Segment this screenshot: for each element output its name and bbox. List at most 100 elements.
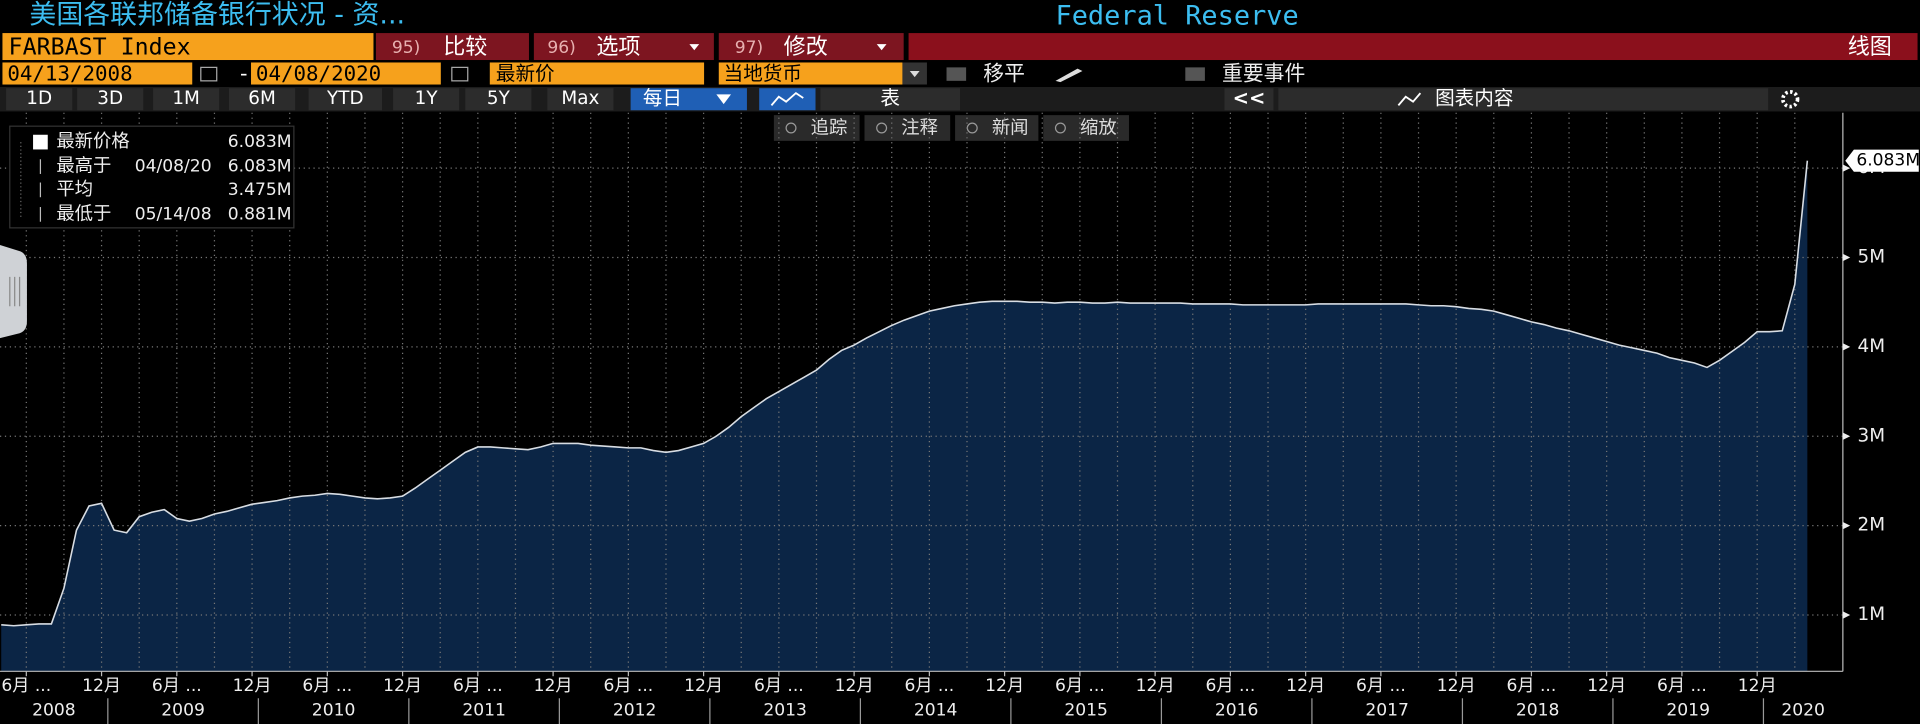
currency-box[interactable] bbox=[718, 62, 903, 85]
year-label: 2011 bbox=[462, 701, 506, 721]
end-date-box[interactable] bbox=[251, 62, 441, 85]
legend-value: 3.475M bbox=[228, 180, 292, 200]
tool-button[interactable] bbox=[955, 115, 1039, 141]
field-box[interactable] bbox=[489, 62, 705, 85]
x-tick-label: 12月 bbox=[534, 676, 573, 696]
x-tick-label: 6月 ... bbox=[1356, 676, 1406, 696]
period-label: Max bbox=[561, 88, 599, 109]
button-label: 比较 bbox=[443, 35, 487, 60]
content-icon bbox=[1397, 92, 1422, 106]
source: Federal Reserve bbox=[1056, 1, 1299, 32]
checkbox[interactable] bbox=[946, 67, 967, 81]
content-button[interactable] bbox=[1278, 88, 1769, 111]
line-chart-button[interactable] bbox=[759, 88, 816, 111]
x-tick-label: 12月 bbox=[82, 676, 121, 696]
chart-type[interactable]: 线图 bbox=[1848, 35, 1892, 60]
table-button[interactable] bbox=[820, 88, 960, 111]
period-button[interactable] bbox=[465, 88, 532, 111]
button-compare[interactable]: 95) 比较 bbox=[375, 33, 529, 61]
x-tick-label: 12月 bbox=[1286, 676, 1325, 696]
y-tick-label: 4M bbox=[1858, 336, 1886, 357]
period-label: 1D bbox=[26, 88, 52, 109]
start-date: 04/13/2008 bbox=[7, 62, 132, 86]
x-tick-label: 6月 ... bbox=[1507, 676, 1557, 696]
last-value-tag bbox=[1845, 149, 1919, 172]
calendar-icon[interactable] bbox=[451, 66, 469, 82]
dropdown-arrow bbox=[716, 94, 732, 105]
button-modify[interactable]: 97) 修改 bbox=[718, 33, 904, 61]
period-button[interactable] bbox=[228, 88, 296, 111]
y-tick bbox=[1842, 432, 1851, 440]
button-options[interactable]: 96) 选项 bbox=[533, 33, 714, 61]
button-label: 修改 bbox=[784, 35, 828, 60]
x-tick-label: 6月 ... bbox=[904, 676, 954, 696]
side-tab[interactable] bbox=[0, 245, 27, 339]
x-tick-label: 12月 bbox=[1587, 676, 1626, 696]
x-tick-label: 12月 bbox=[383, 676, 422, 696]
legend-box bbox=[9, 125, 295, 229]
dropdown-arrow bbox=[909, 71, 920, 78]
period-button[interactable] bbox=[77, 88, 144, 111]
legend-label: 平均 bbox=[56, 179, 93, 200]
button-bg bbox=[533, 33, 714, 61]
tool-label: 追踪 bbox=[811, 118, 848, 139]
period-button[interactable] bbox=[6, 88, 73, 111]
collapse-button[interactable] bbox=[1224, 88, 1274, 111]
period-label: 5Y bbox=[487, 88, 511, 109]
last-value-label: 6.083M bbox=[1856, 151, 1920, 171]
y-tick bbox=[1842, 343, 1851, 351]
tool-icon bbox=[876, 122, 888, 134]
line bbox=[1, 160, 1809, 627]
option-label: 移平 bbox=[983, 62, 1025, 86]
button-bg bbox=[718, 33, 904, 61]
legend-value: 6.083M bbox=[228, 132, 292, 152]
end-date: 04/08/2020 bbox=[256, 62, 381, 86]
x-tick-label: 12月 bbox=[233, 676, 272, 696]
y-tick bbox=[1842, 521, 1851, 530]
settings-icon[interactable] bbox=[1781, 90, 1800, 109]
ticker: FARBAST Index bbox=[9, 33, 191, 60]
tool-button[interactable] bbox=[1043, 115, 1129, 141]
checkbox[interactable] bbox=[1185, 67, 1205, 81]
x-tick-label: 6月 ... bbox=[1, 676, 51, 696]
calendar-icon[interactable] bbox=[200, 66, 218, 82]
frequency-box[interactable] bbox=[630, 88, 747, 111]
year-label: 2020 bbox=[1781, 701, 1825, 721]
page-title: 美国各联邦储备银行状况 - 资... bbox=[29, 0, 405, 30]
period-button[interactable] bbox=[308, 88, 383, 111]
content-label: 图表内容 bbox=[1435, 87, 1513, 110]
period-button[interactable] bbox=[153, 88, 220, 111]
year-label: 2010 bbox=[312, 701, 356, 721]
x-tick-label: 6月 ... bbox=[1657, 676, 1707, 696]
x-tick-label: 6月 ... bbox=[603, 676, 653, 696]
x-tick-label: 12月 bbox=[1437, 676, 1476, 696]
option-label: 重要事件 bbox=[1222, 62, 1305, 86]
start-date-box[interactable] bbox=[2, 62, 193, 85]
x-tick-label: 12月 bbox=[835, 676, 874, 696]
tool-label: 缩放 bbox=[1080, 118, 1117, 139]
chart-type-bar bbox=[908, 33, 1918, 61]
x-tick-label: 12月 bbox=[1738, 676, 1777, 696]
year-label: 2015 bbox=[1064, 701, 1108, 721]
area bbox=[1, 160, 1808, 672]
period-button[interactable] bbox=[547, 88, 614, 111]
pencil-icon bbox=[1055, 68, 1083, 83]
period-button[interactable] bbox=[393, 88, 460, 111]
collapse-label: << bbox=[1233, 87, 1266, 110]
year-label: 2012 bbox=[613, 701, 657, 721]
period-label: 3D bbox=[97, 88, 123, 109]
tool-button[interactable] bbox=[864, 115, 951, 141]
period-label: 1M bbox=[172, 88, 200, 109]
year-label: 2017 bbox=[1365, 701, 1409, 721]
year-label: 2008 bbox=[32, 701, 76, 721]
button-num: 95) bbox=[392, 38, 420, 58]
legend-label: 最新价格 bbox=[56, 131, 129, 152]
period-label: 6M bbox=[248, 88, 276, 109]
ticker-box[interactable] bbox=[2, 33, 374, 61]
legend-value: 0.881M bbox=[228, 204, 292, 224]
frequency: 每日 bbox=[643, 87, 682, 110]
legend-swatch bbox=[33, 134, 48, 150]
x-tick-label: 6月 ... bbox=[1205, 676, 1255, 696]
